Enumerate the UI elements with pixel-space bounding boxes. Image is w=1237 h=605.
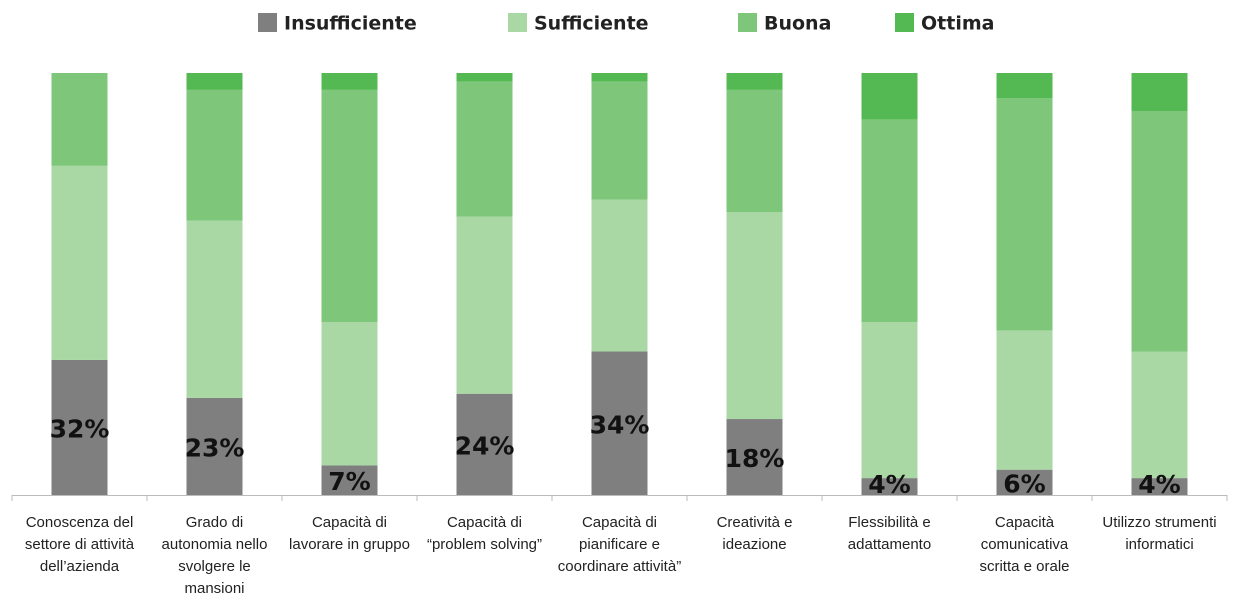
data-label: 32%	[50, 414, 110, 443]
x-tick-label: Capacità di pianificare e coordinare att…	[557, 514, 682, 575]
x-tick-label: Utilizzo strumenti informatici	[1102, 514, 1217, 553]
bar-segment	[591, 81, 648, 200]
bar-segment	[591, 199, 648, 352]
bar-segment	[321, 89, 378, 322]
bar-segment	[51, 165, 108, 360]
bar-segment	[51, 359, 108, 495]
bar-segment	[456, 393, 513, 495]
legend-label: Sufficiente	[534, 13, 649, 35]
bar-segment	[456, 81, 513, 217]
data-label: 18%	[725, 444, 785, 473]
bar-segment	[726, 89, 783, 213]
legend-label: Ottima	[921, 13, 994, 35]
x-tick-label: Creatività e ideazione	[716, 514, 793, 553]
bar-segment	[51, 73, 108, 166]
bar-segment	[726, 212, 783, 420]
bar-segment	[726, 73, 783, 90]
legend-swatch	[258, 13, 277, 32]
bar-segment	[186, 397, 243, 495]
bar-segment	[186, 89, 243, 221]
bar-segment	[1131, 73, 1188, 111]
bar-segment	[726, 419, 783, 495]
data-label: 24%	[455, 431, 515, 460]
x-tick-label: Conoscenza del settore di attività dell’…	[24, 514, 135, 575]
legend-swatch	[738, 13, 757, 32]
bar-segment	[186, 73, 243, 90]
legend-swatch	[508, 13, 527, 32]
legend-label: Insufficiente	[284, 13, 417, 35]
bar-segment	[996, 469, 1053, 495]
bar-segment	[861, 321, 918, 479]
bar-segment	[321, 73, 378, 90]
bar-segment	[456, 73, 513, 82]
x-tick-label: Capacità comunicativa scritta e orale	[979, 514, 1070, 575]
bar-segment	[861, 478, 918, 495]
x-tick-label: Grado di autonomia nello svolgere le man…	[161, 514, 268, 597]
data-label: 6%	[1003, 469, 1045, 498]
bar-segment	[591, 73, 648, 82]
bar-segment	[1131, 478, 1188, 495]
legend-swatch	[895, 13, 914, 32]
bar-segment	[1131, 351, 1188, 479]
bar-segment	[591, 351, 648, 495]
data-label: 7%	[328, 467, 370, 496]
data-label: 23%	[185, 433, 245, 462]
data-label: 4%	[1138, 470, 1180, 499]
data-label: 4%	[868, 470, 910, 499]
bar-segment	[186, 220, 243, 398]
bar-segment	[996, 98, 1053, 331]
bar-segment	[996, 73, 1053, 99]
bar-segment	[861, 119, 918, 322]
x-tick-label: Capacità di lavorare in gruppo	[289, 514, 410, 553]
bar-segment	[861, 73, 918, 120]
data-label: 34%	[590, 410, 650, 439]
x-tick-label: Capacità di “problem solving”	[426, 514, 543, 553]
bar-segment	[996, 330, 1053, 470]
bar-segment	[456, 216, 513, 394]
bar-segment	[321, 465, 378, 495]
legend-label: Buona	[764, 13, 831, 35]
bar-segment	[321, 321, 378, 466]
bar-segment	[1131, 110, 1188, 352]
x-tick-label: Flessibilità e adattamento	[847, 514, 932, 553]
